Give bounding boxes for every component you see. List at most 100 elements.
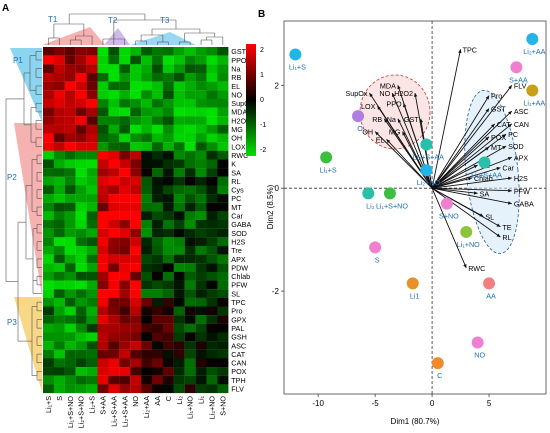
color-scale-bar: [246, 44, 256, 156]
heatmap-cell: [152, 297, 163, 307]
pca-point: [420, 138, 433, 151]
heatmap-cell: [119, 47, 131, 56]
heatmap-cell: [217, 168, 229, 177]
heatmap-cell: [130, 55, 142, 65]
pca-point: [362, 187, 375, 200]
heatmap-cell: [195, 280, 207, 290]
row-group-p3-shape: [14, 297, 42, 392]
heatmap-cell: [217, 367, 229, 376]
pca-vector: [431, 167, 501, 189]
pca-vector: [431, 177, 473, 189]
heatmap-cell: [43, 64, 54, 74]
heatmap-cell: [64, 176, 76, 186]
heatmap-cell: [173, 202, 185, 212]
heatmap-cell: [53, 228, 65, 238]
pca-vector-label: CAN: [514, 120, 529, 129]
heatmap-cell: [162, 367, 174, 376]
heatmap-cell: [64, 159, 76, 169]
heatmap-cell: [97, 254, 109, 264]
heatmap-cell: [130, 211, 142, 221]
heatmap-cell: [184, 358, 196, 368]
heatmap-cell: [64, 358, 76, 368]
heatmap-row-label: H2S: [231, 238, 245, 247]
heatmap-cell: [75, 263, 87, 272]
heatmap-cell: [86, 237, 98, 247]
heatmap-cell: [97, 263, 109, 272]
heatmap-cell: [64, 220, 76, 229]
heatmap-cell: [184, 159, 196, 169]
heatmap-cell: [173, 168, 185, 177]
heatmap-cell: [86, 228, 98, 238]
pca-point-label: AA: [486, 291, 496, 300]
heatmap-cell: [43, 280, 54, 290]
heatmap-cell: [64, 202, 76, 212]
pca-vector-arrowhead: [458, 49, 462, 54]
heatmap-cell: [173, 159, 185, 169]
heatmap-cell: [75, 306, 87, 316]
heatmap-cell: [75, 245, 87, 255]
heatmap-cell: [162, 315, 174, 324]
heatmap-cell: [141, 332, 153, 342]
heatmap-cell: [97, 375, 109, 385]
heatmap-cell: [217, 176, 229, 186]
pca-vector: [432, 187, 512, 205]
heatmap-cell: [152, 159, 163, 169]
heatmap-cell: [152, 271, 163, 281]
heatmap-cell: [141, 107, 153, 117]
heatmap-cell: [217, 332, 229, 342]
pca-vector-arrowhead: [508, 85, 512, 90]
heatmap-cell: [64, 349, 76, 359]
pca-vector-arrowhead: [502, 146, 507, 150]
heatmap-cell: [86, 142, 98, 151]
heatmap-cell: [64, 150, 76, 160]
heatmap-cell: [217, 98, 229, 108]
heatmap-cell: [53, 202, 65, 212]
heatmap-cell: [173, 124, 185, 134]
heatmap-cell: [173, 323, 185, 333]
heatmap-row-label: CAT: [231, 350, 245, 359]
heatmap-cell: [141, 375, 153, 385]
heatmap-row-label: RL: [231, 177, 240, 186]
pca-vector-arrowhead: [392, 93, 396, 98]
heatmap-cell: [184, 133, 196, 143]
heatmap-cell: [217, 306, 229, 316]
pca-vector-arrowhead: [386, 139, 391, 144]
heatmap-cell: [108, 289, 120, 298]
heatmap-cell: [162, 384, 174, 394]
col-group-t2-label: T2: [108, 16, 118, 25]
heatmap-row-label: MG: [231, 125, 243, 134]
heatmap-row-label: LOX: [231, 142, 246, 151]
heatmap-cell: [43, 358, 54, 368]
heatmap-cell: [97, 142, 109, 151]
heatmap-cell: [130, 107, 142, 117]
heatmap-cell: [119, 315, 131, 324]
heatmap-cell: [108, 306, 120, 316]
heatmap-cell: [64, 384, 76, 394]
heatmap-column-label: Li₂+AA: [142, 396, 151, 418]
color-scale-tick-label: -2: [260, 147, 266, 154]
row-group-p1-shape: [10, 48, 42, 122]
heatmap-cell: [162, 323, 174, 333]
heatmap-cell: [141, 289, 153, 298]
pca-point-label: Li1: [410, 291, 420, 300]
heatmap-cell: [86, 64, 98, 74]
heatmap-cell: [64, 263, 76, 272]
heatmap-cell: [108, 323, 120, 333]
heatmap-cell: [53, 375, 65, 385]
pca-y-tick-label: -2: [272, 287, 280, 296]
heatmap-cell: [43, 81, 54, 91]
pca-point: [431, 357, 444, 370]
heatmap-cell: [108, 315, 120, 324]
heatmap-cell: [152, 220, 163, 229]
pca-vector: [432, 177, 512, 189]
heatmap-cell: [152, 72, 163, 82]
heatmap-cell: [152, 150, 163, 160]
heatmap-cell: [53, 245, 65, 255]
heatmap-cell: [206, 159, 218, 169]
heatmap-cell: [162, 280, 174, 290]
heatmap-row-label: SA: [231, 168, 241, 177]
heatmap-cell: [75, 297, 87, 307]
pca-vector-arrowhead: [369, 93, 373, 97]
heatmap-cell: [173, 349, 185, 359]
pca-vector-arrowhead: [502, 134, 507, 138]
